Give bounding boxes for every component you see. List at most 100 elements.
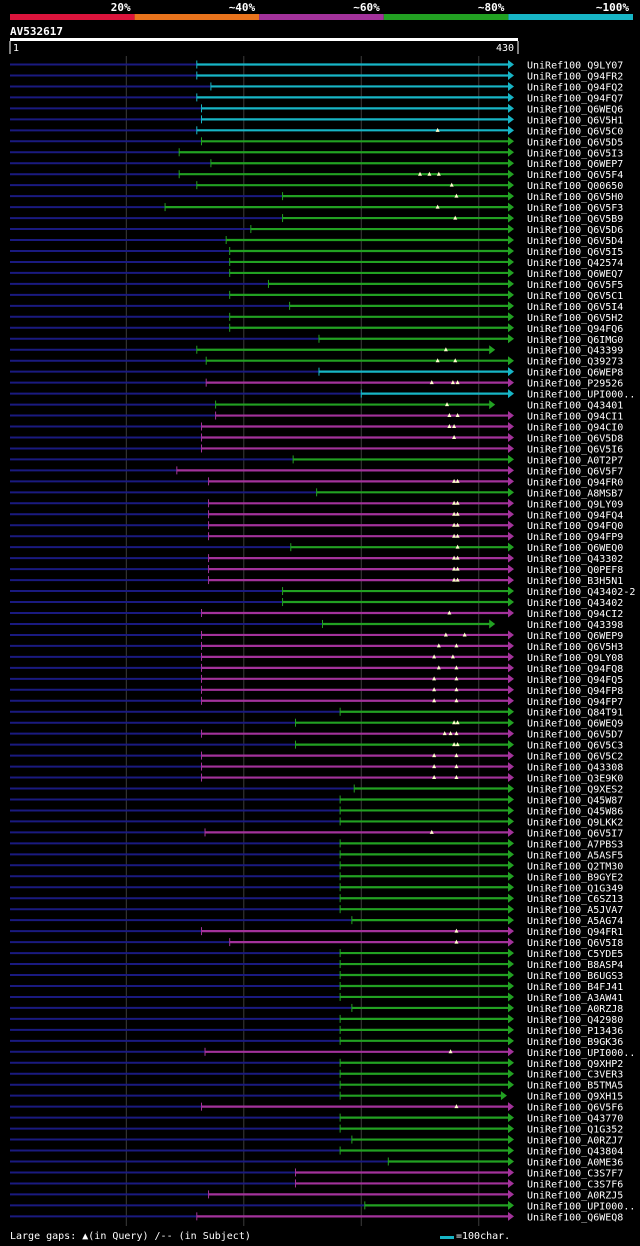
hit-row[interactable]: UniRef100_Q9XHP2 bbox=[10, 1058, 623, 1070]
hit-label[interactable]: UniRef100_Q43804 bbox=[527, 1147, 623, 1158]
hit-row[interactable]: UniRef100_B6UGS3 bbox=[10, 970, 623, 983]
hit-row[interactable]: UniRef100_Q94FQ2 bbox=[10, 81, 623, 94]
hit-row[interactable]: UniRef100_Q6V5I4 bbox=[10, 301, 623, 313]
hit-row[interactable]: UniRef100_Q45W87 bbox=[10, 794, 623, 807]
hit-label[interactable]: UniRef100_Q1G349 bbox=[527, 883, 623, 894]
hit-row[interactable]: UniRef100_A8MSB7 bbox=[10, 487, 623, 500]
hit-label[interactable]: UniRef100_Q9XH15 bbox=[527, 1092, 623, 1103]
hit-row[interactable]: UniRef100_A5AG74 bbox=[10, 915, 623, 928]
hit-row[interactable]: UniRef100_Q43402 bbox=[10, 597, 623, 610]
hit-row[interactable]: UniRef100_Q6WEQ7 bbox=[10, 268, 623, 280]
hit-row[interactable]: UniRef100_Q9LY09 bbox=[10, 498, 623, 511]
hit-row[interactable]: UniRef100_Q94CI0 bbox=[10, 422, 623, 434]
hit-label[interactable]: UniRef100_Q94FP9 bbox=[527, 532, 623, 543]
hit-label[interactable]: UniRef100_UPI000.. bbox=[527, 390, 635, 401]
hit-row[interactable]: UniRef100_Q00650 bbox=[10, 180, 623, 193]
hit-row[interactable]: UniRef100_A3AW41 bbox=[10, 992, 623, 1004]
hit-row[interactable]: UniRef100_Q94FR1 bbox=[10, 926, 623, 939]
hit-label[interactable]: UniRef100_Q6V5D6 bbox=[527, 225, 623, 236]
hit-label[interactable]: UniRef100_Q43308 bbox=[527, 763, 623, 774]
hit-label[interactable]: UniRef100_Q9XHP2 bbox=[527, 1059, 623, 1070]
hit-label[interactable]: UniRef100_Q6WEP7 bbox=[527, 159, 623, 170]
hit-label[interactable]: UniRef100_Q39273 bbox=[527, 357, 623, 368]
hit-label[interactable]: UniRef100_Q6V5H2 bbox=[527, 313, 623, 324]
hit-label[interactable]: UniRef100_Q6V5H0 bbox=[527, 192, 623, 203]
hit-label[interactable]: UniRef100_B9GK36 bbox=[527, 1037, 623, 1048]
hit-label[interactable]: UniRef100_Q6V5D7 bbox=[527, 730, 623, 741]
hit-row[interactable]: UniRef100_Q43804 bbox=[10, 1146, 623, 1158]
hit-row[interactable]: UniRef100_C3S7F6 bbox=[10, 1178, 623, 1191]
hit-label[interactable]: UniRef100_Q9LKK2 bbox=[527, 817, 623, 828]
hit-label[interactable]: UniRef100_Q94FQ7 bbox=[527, 93, 623, 104]
hit-row[interactable]: UniRef100_A0T2P7 bbox=[10, 454, 623, 467]
hit-label[interactable]: UniRef100_Q94FR2 bbox=[527, 71, 623, 82]
hit-label[interactable]: UniRef100_Q6V5F5 bbox=[527, 280, 623, 291]
hit-row[interactable]: UniRef100_C5YDE5 bbox=[10, 948, 623, 961]
hit-row[interactable]: UniRef100_Q45W86 bbox=[10, 805, 623, 818]
hit-label[interactable]: UniRef100_Q43402-2 bbox=[527, 587, 635, 598]
hit-row[interactable]: UniRef100_Q6V5D8 bbox=[10, 432, 623, 445]
hit-row[interactable]: UniRef100_Q6WEQ9 bbox=[10, 718, 623, 730]
hit-row[interactable]: UniRef100_Q0PEF8 bbox=[10, 564, 623, 577]
hit-label[interactable]: UniRef100_C6SZ13 bbox=[527, 894, 623, 905]
hit-label[interactable]: UniRef100_C3VER3 bbox=[527, 1070, 623, 1081]
hit-label[interactable]: UniRef100_Q6V5C0 bbox=[527, 126, 623, 137]
hit-label[interactable]: UniRef100_Q6V5C3 bbox=[527, 741, 623, 752]
hit-label[interactable]: UniRef100_A3AW41 bbox=[527, 993, 623, 1004]
hit-label[interactable]: UniRef100_Q6V5D8 bbox=[527, 433, 623, 444]
hit-row[interactable]: UniRef100_UPI000.. bbox=[10, 1047, 635, 1059]
hit-label[interactable]: UniRef100_Q43302 bbox=[527, 554, 623, 565]
hit-label[interactable]: UniRef100_Q3E9K0 bbox=[527, 774, 623, 785]
hit-label[interactable]: UniRef100_Q00650 bbox=[527, 181, 623, 192]
hit-label[interactable]: UniRef100_A0ME36 bbox=[527, 1158, 623, 1169]
hit-row[interactable]: UniRef100_Q6IMG0 bbox=[10, 334, 623, 346]
hit-row[interactable]: UniRef100_Q6V5F3 bbox=[10, 202, 623, 215]
hit-row[interactable]: UniRef100_B3H5N1 bbox=[10, 575, 623, 588]
hit-label[interactable]: UniRef100_Q6V5C1 bbox=[527, 291, 623, 302]
hit-label[interactable]: UniRef100_C3S7F6 bbox=[527, 1179, 623, 1190]
hit-row[interactable]: UniRef100_Q6V5I8 bbox=[10, 937, 623, 950]
hit-label[interactable]: UniRef100_Q6V5F4 bbox=[527, 170, 623, 181]
hit-label[interactable]: UniRef100_Q6V5I8 bbox=[527, 938, 623, 949]
hit-label[interactable]: UniRef100_Q94FP8 bbox=[527, 686, 623, 697]
hit-label[interactable]: UniRef100_Q6V5I3 bbox=[527, 148, 623, 159]
hit-row[interactable]: UniRef100_Q6V5F7 bbox=[10, 465, 623, 478]
hit-row[interactable]: UniRef100_Q43308 bbox=[10, 762, 623, 774]
hit-label[interactable]: UniRef100_Q43398 bbox=[527, 620, 623, 631]
hit-row[interactable]: UniRef100_Q6V5F6 bbox=[10, 1102, 623, 1114]
hit-row[interactable]: UniRef100_Q9LY07 bbox=[10, 60, 623, 72]
hit-row[interactable]: UniRef100_Q43398 bbox=[10, 619, 623, 631]
hit-row[interactable]: UniRef100_Q94FR2 bbox=[10, 70, 623, 83]
hit-label[interactable]: UniRef100_C5YDE5 bbox=[527, 949, 623, 960]
hit-label[interactable]: UniRef100_Q94FQ8 bbox=[527, 664, 623, 675]
hit-row[interactable]: UniRef100_Q9XES2 bbox=[10, 784, 623, 796]
hit-label[interactable]: UniRef100_Q9LY09 bbox=[527, 499, 623, 510]
hit-label[interactable]: UniRef100_Q6V5H3 bbox=[527, 642, 623, 653]
hit-row[interactable]: UniRef100_Q6WEP9 bbox=[10, 630, 623, 642]
hit-row[interactable]: UniRef100_Q94FR0 bbox=[10, 476, 623, 489]
hit-label[interactable]: UniRef100_Q6WEQ9 bbox=[527, 719, 623, 730]
hit-row[interactable]: UniRef100_A5ASF5 bbox=[10, 849, 623, 862]
hit-row[interactable]: UniRef100_Q6V5I7 bbox=[10, 827, 623, 840]
hit-row[interactable]: UniRef100_Q6V5B9 bbox=[10, 213, 623, 226]
hit-row[interactable]: UniRef100_Q1G352 bbox=[10, 1124, 623, 1136]
hit-label[interactable]: UniRef100_Q43402 bbox=[527, 598, 623, 609]
hit-row[interactable]: UniRef100_Q6V5D7 bbox=[10, 729, 623, 741]
hit-label[interactable]: UniRef100_Q6WEQ7 bbox=[527, 269, 623, 280]
hit-label[interactable]: UniRef100_Q0PEF8 bbox=[527, 565, 623, 576]
hit-row[interactable]: UniRef100_Q6V5I6 bbox=[10, 443, 623, 456]
hit-label[interactable]: UniRef100_Q42574 bbox=[527, 258, 623, 269]
hit-label[interactable]: UniRef100_B3H5N1 bbox=[527, 576, 623, 587]
hit-label[interactable]: UniRef100_B6UGS3 bbox=[527, 971, 623, 982]
hit-row[interactable]: UniRef100_Q94FQ5 bbox=[10, 674, 623, 686]
hit-row[interactable]: UniRef100_Q6V5C3 bbox=[10, 740, 623, 752]
hit-row[interactable]: UniRef100_Q6WEQ0 bbox=[10, 542, 623, 555]
hit-label[interactable]: UniRef100_A5JVA7 bbox=[527, 905, 623, 916]
hit-row[interactable]: UniRef100_B9GK36 bbox=[10, 1036, 623, 1048]
hit-label[interactable]: UniRef100_Q43770 bbox=[527, 1114, 623, 1125]
hit-label[interactable]: UniRef100_Q94FQ5 bbox=[527, 675, 623, 686]
hit-row[interactable]: UniRef100_Q2TM30 bbox=[10, 860, 623, 873]
hit-label[interactable]: UniRef100_Q45W86 bbox=[527, 806, 623, 817]
hit-label[interactable]: UniRef100_Q43401 bbox=[527, 401, 623, 412]
hit-row[interactable]: UniRef100_P13436 bbox=[10, 1025, 623, 1037]
